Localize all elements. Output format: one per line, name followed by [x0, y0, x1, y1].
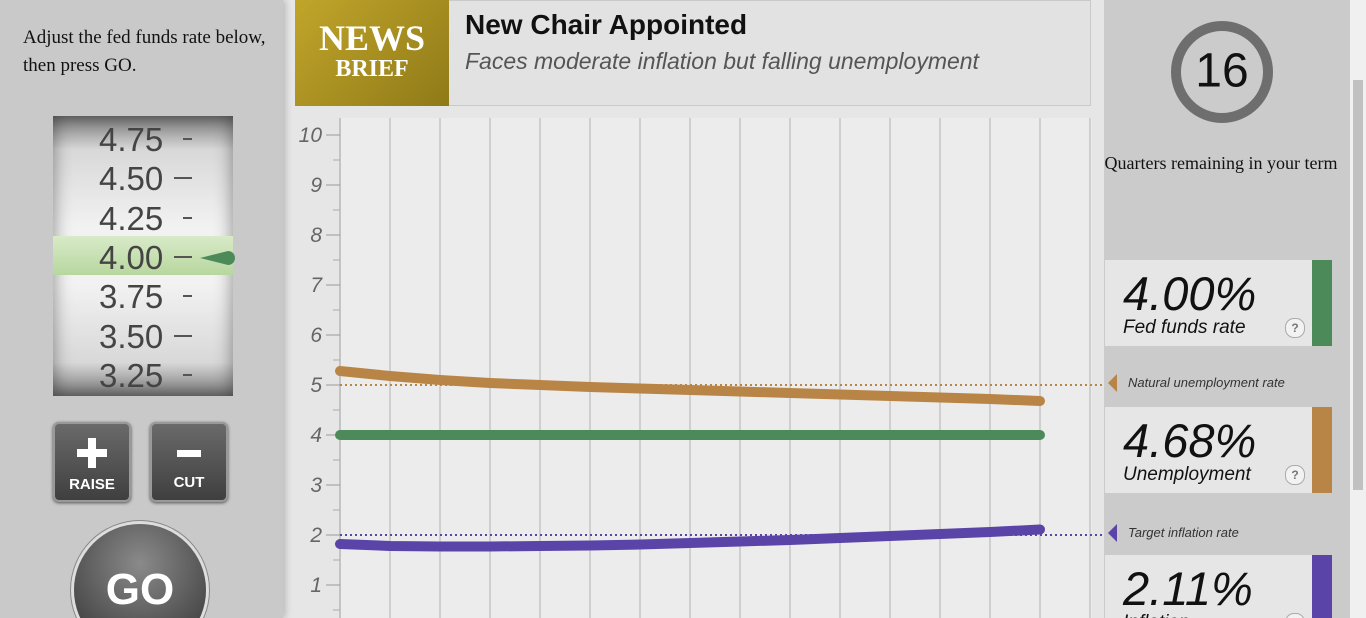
- dial-row: 4.50: [53, 157, 233, 198]
- stat-label: Unemployment: [1123, 464, 1251, 485]
- raise-label: RAISE: [69, 476, 115, 493]
- scroll-thumb[interactable]: [1353, 80, 1363, 490]
- dial-dash: [174, 177, 192, 180]
- help-button[interactable]: ?: [1285, 613, 1305, 618]
- headline: New Chair Appointed: [465, 9, 748, 40]
- quarters-ring: 16: [1171, 21, 1273, 123]
- dial-row: 3.50: [53, 315, 233, 355]
- stat-color-bar: [1312, 555, 1332, 618]
- dial-rate: 4.25: [99, 199, 164, 237]
- dial-pointer: [200, 251, 235, 265]
- series-line: [335, 366, 1045, 406]
- y-tick-label: 6: [310, 324, 322, 347]
- cut-label: CUT: [173, 474, 205, 491]
- dial-rate: 3.75: [99, 278, 164, 316]
- dial-dash: [183, 138, 192, 140]
- badge-line: NEWS: [318, 18, 426, 58]
- raise-button[interactable]: RAISE: [53, 422, 131, 502]
- stat-box: 4.00% Fed funds rate?: [1105, 260, 1312, 346]
- y-tick-label: 4: [310, 424, 322, 447]
- reference-marker: [1108, 374, 1117, 392]
- minus-icon: [177, 450, 201, 457]
- dial-row: 4.00: [53, 235, 233, 276]
- stat-box: 2.11%Inflation?: [1105, 555, 1312, 618]
- stat-value: 4.00%: [1123, 267, 1257, 320]
- rate-dial[interactable]: 4.75 4.50 4.25 4.00 3.75 3.50 3.25: [53, 116, 233, 396]
- dial-rate: 4.50: [99, 160, 164, 198]
- dial-dash: [174, 334, 192, 337]
- help-button[interactable]: ?: [1285, 465, 1305, 485]
- series-line: [335, 524, 1045, 552]
- y-tick-label: 9: [310, 174, 322, 197]
- dial-dash: [183, 373, 192, 376]
- scrollbar[interactable]: [1350, 0, 1366, 618]
- stat-color-bar: [1312, 407, 1332, 493]
- dial-dash: [174, 255, 192, 258]
- reference-marker: [1108, 524, 1117, 542]
- plus-icon: [77, 438, 107, 468]
- help-button[interactable]: ?: [1285, 318, 1305, 338]
- badge-line: BRIEF: [335, 56, 409, 82]
- y-tick-label: 3: [310, 474, 322, 497]
- reference-arrow: [1108, 524, 1117, 542]
- y-tick-label: 7: [310, 274, 323, 297]
- dial-rate: 3.25: [99, 356, 164, 394]
- reference-arrow: [1108, 374, 1117, 392]
- cut-button[interactable]: CUT: [150, 422, 228, 502]
- dial-row: 3.25: [53, 354, 233, 394]
- y-tick-label: 5: [310, 374, 322, 397]
- y-tick-label: 2: [309, 524, 322, 547]
- subhead: Faces moderate inflation but falling une…: [465, 48, 979, 74]
- y-tick-label: 1: [310, 574, 322, 597]
- dial-dash: [183, 295, 192, 298]
- dial-row: 4.25: [53, 197, 233, 237]
- dial-rate: 3.50: [99, 317, 164, 355]
- news-badge: NEWS BRIEF: [295, 0, 449, 106]
- y-tick-label: 8: [310, 224, 322, 247]
- dial-rate: 4.75: [99, 121, 164, 158]
- stat-label: Fed funds rate: [1123, 317, 1246, 338]
- reference-label: Natural unemployment rate: [1128, 375, 1285, 390]
- chart: 1 2 3 4 5 6 7 8 9 10: [299, 118, 1105, 618]
- dial-row: 4.75: [53, 118, 233, 158]
- reference-label: Target inflation rate: [1128, 525, 1239, 540]
- stat-value: 4.68%: [1123, 414, 1257, 467]
- stat-box: 4.68% Unemployment?: [1105, 407, 1312, 493]
- stat-label: Inflation: [1123, 612, 1190, 618]
- stat-value: 2.11%: [1123, 562, 1253, 615]
- quarters-label: Quarters remaining in your term: [1104, 153, 1338, 173]
- dial-dash: [183, 216, 192, 219]
- instructions: Adjust the fed funds rate below, then pr…: [23, 27, 266, 76]
- dial-row: 3.75: [53, 275, 233, 316]
- stat-color-bar: [1312, 260, 1332, 346]
- y-tick-label: 10: [299, 124, 323, 147]
- dial-rate: 4.00: [99, 238, 164, 276]
- quarters-count: 16: [1195, 45, 1248, 98]
